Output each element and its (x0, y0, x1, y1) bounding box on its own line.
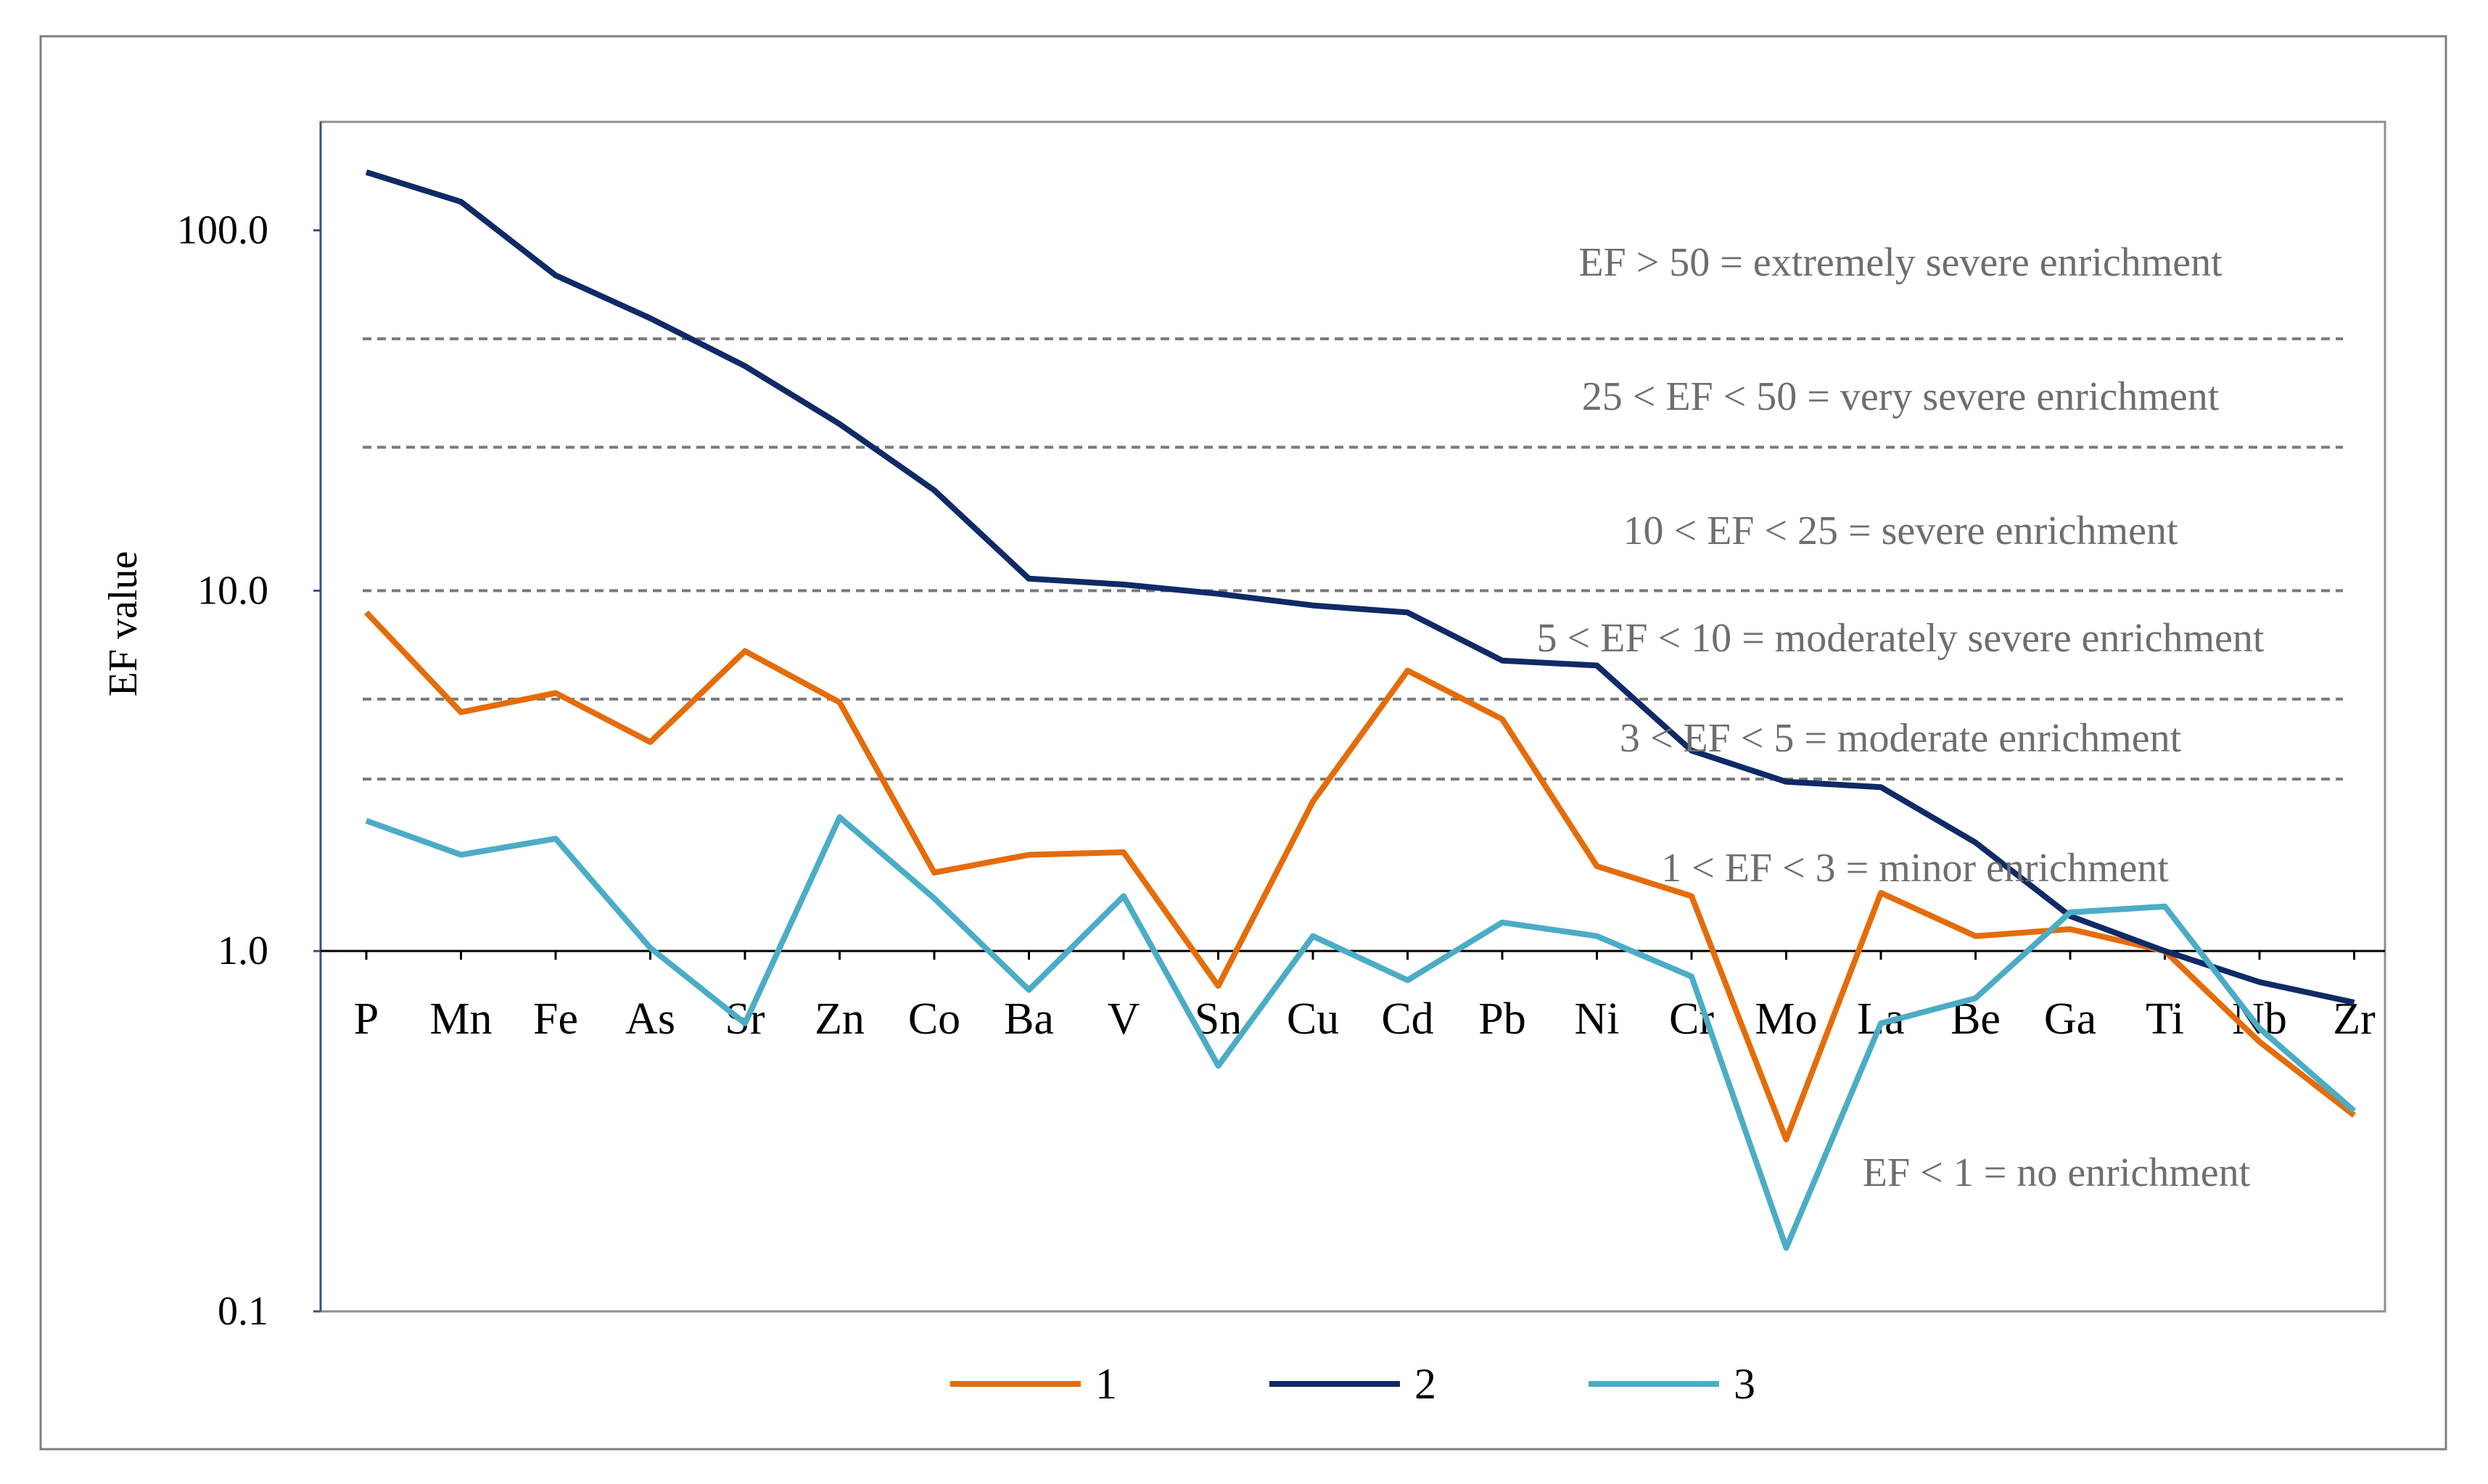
x-tick-label: As (625, 994, 675, 1044)
legend-label-2: 2 (1414, 1360, 1436, 1408)
x-ticks: P Mn Fe As Sr Zn Co Ba V Sn Cu Cd Pb Ni Cr Mo La Be Ga Ti Nb… (354, 951, 2376, 1044)
x-tick-label: V (1108, 994, 1140, 1044)
chart-outer-border (39, 35, 2447, 1451)
x-tick-label: Ni (1575, 994, 1620, 1044)
threshold-layer (363, 337, 2343, 781)
y-tick-label: 10.0 (197, 568, 268, 613)
x-tick-label: Cu (1287, 994, 1339, 1044)
x-tick-label: Mo (1755, 994, 1817, 1044)
y-tick-label: 1.0 (218, 928, 268, 973)
y-tick-label: 100.0 (177, 208, 268, 253)
x-tick-label: Pb (1478, 994, 1525, 1044)
legend-label-3: 3 (1734, 1360, 1755, 1408)
threshold-annotation: 5 < EF < 10 = moderately severe enrichme… (1537, 616, 2265, 661)
threshold-annotation: 10 < EF < 25 = severe enrichment (1623, 508, 2178, 553)
x-tick-label: Fe (533, 994, 578, 1044)
series-line-2 (365, 169, 2355, 1006)
x-tick-label: Ga (2044, 994, 2096, 1044)
y-tick-label: 0.1 (218, 1289, 268, 1334)
x-tick-label: Cd (1381, 994, 1433, 1044)
y-ticks: 0.1 1.0 10.0 100.0 (177, 208, 321, 1334)
x-tick-label: Zn (815, 994, 865, 1044)
x-tick-label: Ba (1004, 994, 1054, 1044)
legend: 1 2 3 (950, 1360, 1755, 1408)
legend-label-1: 1 (1095, 1360, 1117, 1408)
series-line-3 (365, 814, 2357, 1251)
series-layer (364, 169, 2357, 1251)
series-line-1 (364, 610, 2356, 1142)
threshold-annotation: 25 < EF < 50 = very severe enrichment (1582, 374, 2220, 419)
threshold-annotation: EF > 50 = extremely severe enrichment (1578, 240, 2223, 285)
threshold-annotation: 3 < EF < 5 = moderate enrichment (1620, 716, 2182, 761)
threshold-annotations: EF > 50 = extremely severe enrichment 25 … (1537, 240, 2265, 1195)
x-tick-label: P (354, 994, 379, 1044)
threshold-annotation: 1 < EF < 3 = minor enrichment (1661, 846, 2169, 891)
threshold-annotation: EF < 1 = no enrichment (1863, 1150, 2251, 1195)
x-tick-label: Mn (429, 994, 492, 1044)
y-axis-label: EF value (101, 551, 146, 697)
x-tick-label: Co (908, 994, 960, 1044)
x-tick-label: Ti (2146, 994, 2184, 1044)
x-tick-label: Zr (2333, 994, 2376, 1044)
